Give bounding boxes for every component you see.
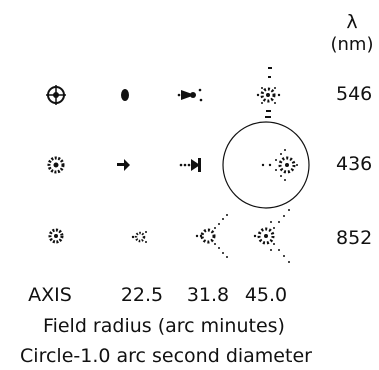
wavelength-label-row2: 436 <box>336 153 372 175</box>
column-label-axis: AXIS <box>28 284 72 306</box>
lambda-symbol: λ <box>346 11 357 33</box>
spot-row3-45-0 <box>253 209 290 263</box>
column-label-31-8: 31.8 <box>187 284 229 306</box>
spot-row2-31-8 <box>179 158 201 172</box>
spot-row1-axis <box>46 85 66 105</box>
x-axis-title: Field radius (arc minutes) <box>43 315 285 337</box>
column-label-22-5: 22.5 <box>121 284 163 306</box>
spot-row1-22-5 <box>121 89 129 101</box>
wavelength-label-row3: 852 <box>336 227 372 249</box>
reference-circle <box>222 121 310 209</box>
figure-caption: Circle-1.0 arc second diameter <box>20 345 312 367</box>
column-label-45-0: 45.0 <box>245 284 287 306</box>
wavelength-unit: (nm) <box>331 34 374 55</box>
spot-row2-45-0 <box>222 121 310 209</box>
spot-row3-22-5 <box>131 231 147 243</box>
spot-row3-axis <box>48 228 64 244</box>
wavelength-label-row1: 546 <box>336 83 372 105</box>
spot-row3-31-8 <box>195 214 228 258</box>
spot-row1-45-0 <box>256 67 281 118</box>
spot-row2-axis <box>47 156 65 174</box>
spot-row2-22-5 <box>117 159 130 171</box>
spot-row1-31-8 <box>177 88 203 102</box>
